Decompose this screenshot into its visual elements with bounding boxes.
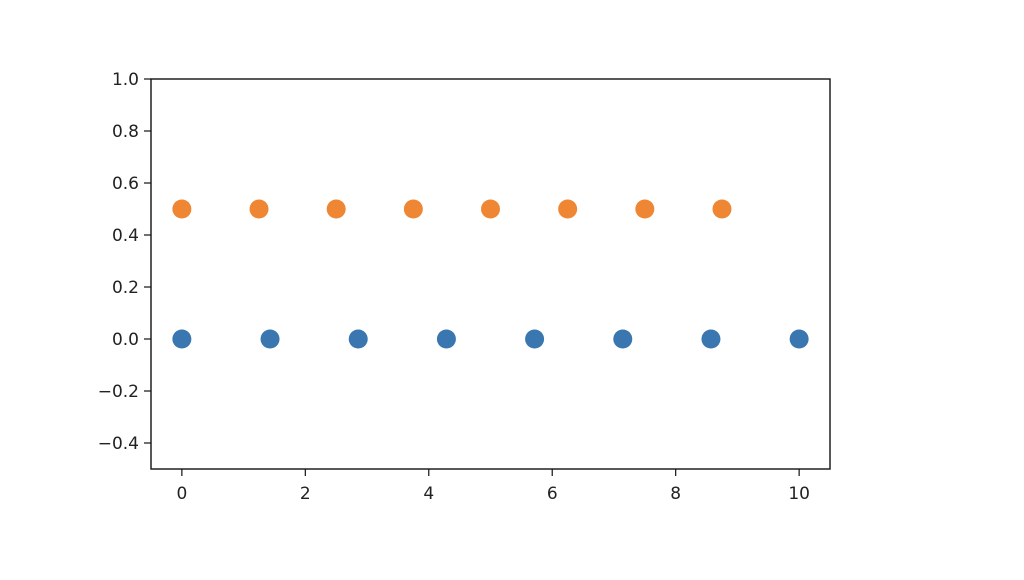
series-1-point	[789, 329, 809, 349]
plot-area-frame	[150, 78, 831, 470]
axis-ticks: 0 2 4 6 8 10 1.0 0.8 0.6 0.4 0.2 0.0 −0.2 −0.4	[98, 70, 810, 504]
series-2-point	[558, 199, 578, 219]
series-2-point	[172, 199, 192, 219]
y-tick-label: 0.6	[112, 174, 139, 194]
series-2-point	[403, 199, 423, 219]
y-tick-label: 0.4	[112, 226, 139, 246]
y-tick-label: −0.4	[98, 434, 139, 454]
data-points	[172, 199, 809, 349]
series-1-point	[701, 329, 721, 349]
x-tick-label: 0	[176, 484, 187, 504]
y-tick-label: 0.0	[112, 330, 139, 350]
series-2-point	[481, 199, 500, 219]
series-2-point	[712, 199, 732, 219]
series-2-point	[326, 199, 346, 219]
series-1-point	[260, 329, 280, 349]
x-tick-label: 10	[788, 484, 810, 504]
series-1-point	[436, 329, 456, 349]
x-tick-label: 8	[670, 484, 681, 504]
y-tick-label: −0.2	[98, 382, 139, 402]
y-tick-label: 1.0	[112, 70, 139, 90]
y-tick-label: 0.2	[112, 278, 139, 298]
series-1-point	[525, 329, 545, 349]
x-tick-label: 2	[300, 484, 311, 504]
y-tick-label: 0.8	[112, 122, 139, 142]
series-1-point	[613, 329, 633, 349]
x-tick-label: 6	[547, 484, 558, 504]
x-tick-label: 4	[423, 484, 434, 504]
series-2-point	[635, 199, 655, 219]
series-1-point	[348, 329, 368, 349]
series-1-point	[172, 329, 192, 349]
series-2-point	[249, 199, 269, 219]
